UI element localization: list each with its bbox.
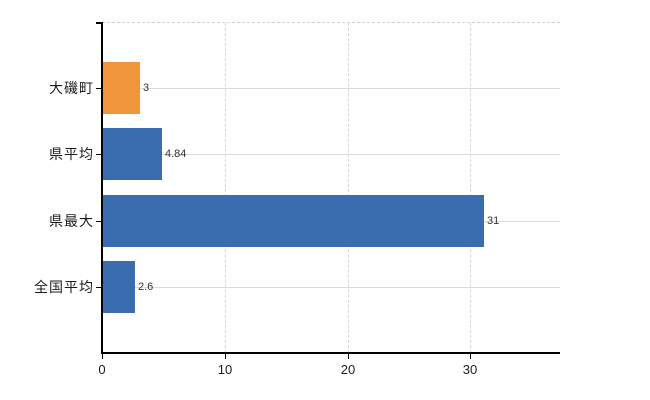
bar-value-label: 4.84	[165, 148, 187, 160]
y-tick-mark	[96, 287, 102, 288]
y-tick-mark	[96, 154, 102, 155]
category-gridline	[104, 287, 560, 288]
category-label: 県最大	[49, 213, 94, 229]
x-tick-label: 20	[340, 362, 356, 377]
y-tick-mark	[96, 221, 102, 222]
x-tick-label: 30	[462, 362, 478, 377]
bar-value-label: 2.6	[138, 281, 154, 293]
category-gridline	[104, 88, 560, 89]
x-tick-mark	[225, 353, 226, 359]
y-axis-line	[101, 22, 103, 354]
y-tick-mark	[96, 88, 102, 89]
category-label: 大磯町	[49, 80, 94, 96]
x-gridline	[470, 23, 471, 353]
bar	[103, 261, 135, 313]
x-tick-label: 0	[98, 362, 106, 377]
category-label: 全国平均	[34, 279, 94, 295]
bar-value-label: 3	[143, 82, 150, 94]
x-gridline	[225, 23, 226, 353]
x-gridline	[348, 23, 349, 353]
bar	[103, 62, 140, 114]
bar-value-label: 31	[487, 215, 500, 227]
y-axis-top-tick	[96, 22, 102, 24]
bar	[103, 195, 484, 247]
category-gridline	[104, 154, 560, 155]
x-tick-mark	[348, 353, 349, 359]
category-label: 県平均	[49, 146, 94, 162]
bar	[103, 128, 162, 180]
plot-top-border	[102, 22, 560, 23]
x-tick-mark	[470, 353, 471, 359]
x-axis-line	[101, 352, 560, 354]
x-tick-label: 10	[217, 362, 233, 377]
x-tick-mark	[102, 353, 103, 359]
